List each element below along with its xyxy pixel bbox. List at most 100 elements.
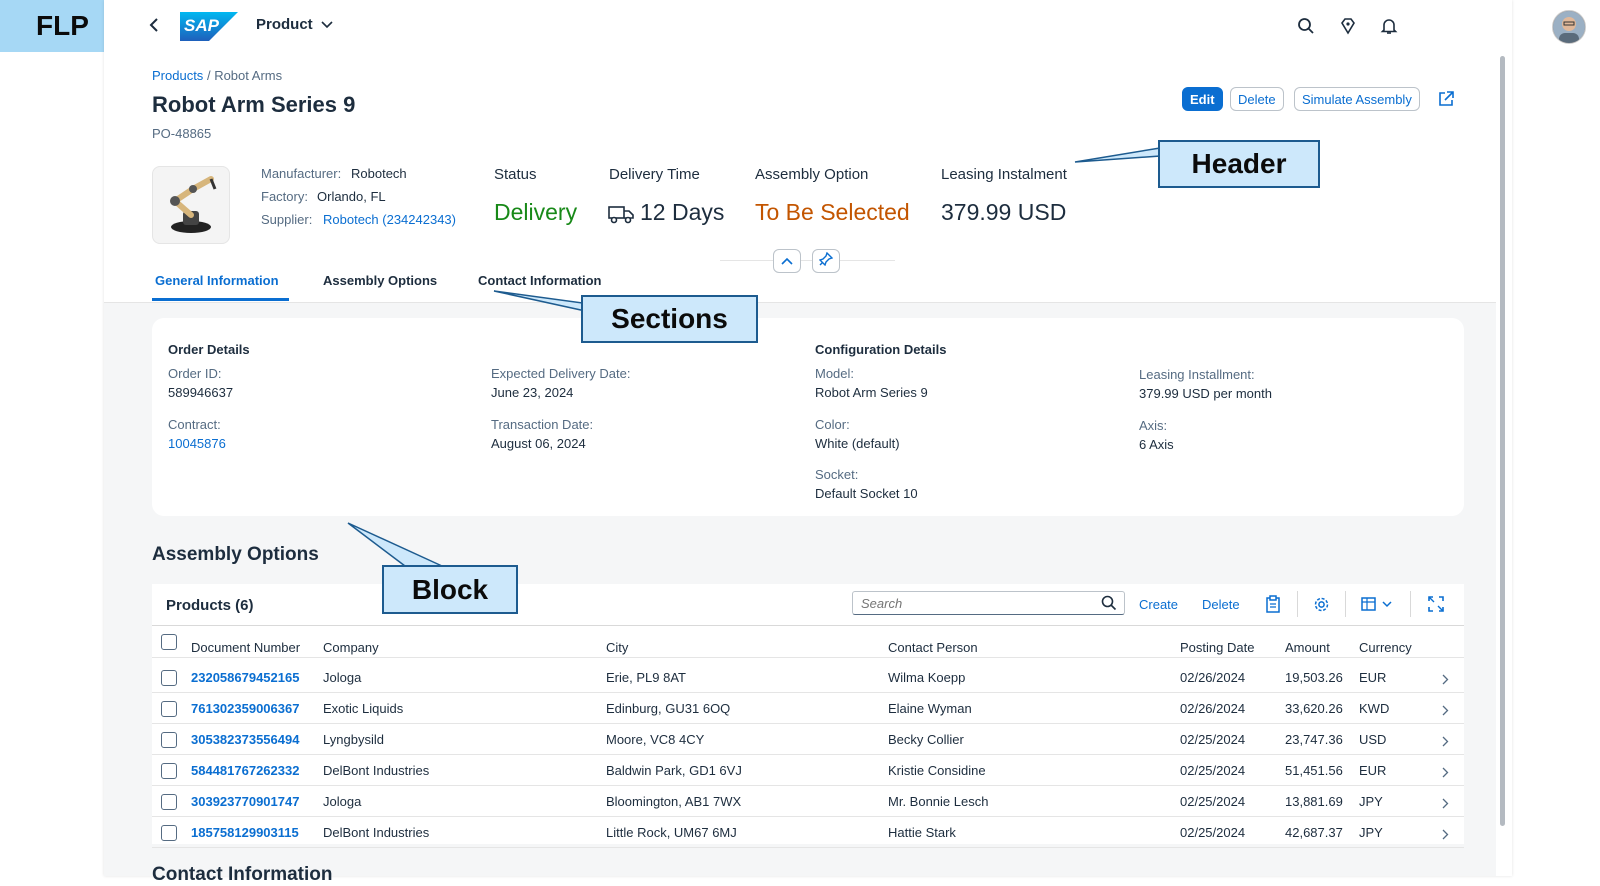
diamond-icon[interactable] <box>1336 14 1360 38</box>
socket-label: Socket: <box>815 467 859 482</box>
document-number-link[interactable]: 185758129903115 <box>191 825 299 840</box>
company-cell: DelBont Industries <box>323 825 430 840</box>
document-number-link[interactable]: 232058679452165 <box>191 670 300 685</box>
row-checkbox[interactable] <box>161 825 177 841</box>
row-divider <box>152 754 1464 755</box>
page-title: Robot Arm Series 9 <box>152 92 356 117</box>
column-header-document-number[interactable]: Document Number <box>191 640 301 655</box>
breadcrumb-separator: / <box>206 68 211 83</box>
amount-cell: 23,747.36 <box>1285 732 1343 747</box>
row-chevron-right-icon[interactable] <box>1442 796 1449 814</box>
row-chevron-right-icon[interactable] <box>1442 703 1449 721</box>
edit-button[interactable]: Edit <box>1182 87 1223 111</box>
shell-bar: SAP Product <box>104 0 1586 52</box>
search-input[interactable] <box>852 591 1125 615</box>
document-number-link[interactable]: 303923770901747 <box>191 794 300 809</box>
row-checkbox[interactable] <box>161 763 177 779</box>
share-icon[interactable] <box>1437 90 1455 113</box>
products-table-card <box>152 584 1464 844</box>
posting-date-cell: 02/25/2024 <box>1180 763 1246 778</box>
currency-cell: USD <box>1359 732 1387 747</box>
table-delete-button[interactable]: Delete <box>1202 597 1240 612</box>
order-id-value: 589946637 <box>168 385 234 400</box>
back-icon[interactable] <box>148 15 160 41</box>
amount-cell: 33,620.26 <box>1285 701 1343 716</box>
column-header-posting-date[interactable]: Posting Date <box>1180 640 1255 655</box>
assembly-option-value: To Be Selected <box>755 199 910 225</box>
sap-logo-text: SAP <box>184 16 219 35</box>
contract-link[interactable]: 10045876 <box>168 436 226 451</box>
city-cell: Edinburg, GU31 6OQ <box>606 701 731 716</box>
product-image <box>152 166 230 244</box>
breadcrumb-link-products[interactable]: Products <box>152 68 204 83</box>
company-cell: DelBont Industries <box>323 763 430 778</box>
posting-date-cell: 02/26/2024 <box>1180 701 1246 716</box>
general-information-card <box>152 318 1464 516</box>
currency-cell: KWD <box>1359 701 1390 716</box>
order-id-label: Order ID: <box>168 366 222 381</box>
column-header-city[interactable]: City <box>606 640 629 655</box>
breadcrumb: Products / Robot Arms <box>152 68 282 83</box>
clipboard-icon[interactable] <box>1265 595 1281 618</box>
app-title-menu[interactable]: Product <box>256 16 333 33</box>
truck-icon <box>608 204 634 229</box>
expected-delivery-value: June 23, 2024 <box>491 385 574 400</box>
tab-assembly-options[interactable]: Assembly Options <box>323 273 438 288</box>
city-cell: Baldwin Park, GD1 6VJ <box>606 763 742 778</box>
row-chevron-right-icon[interactable] <box>1442 672 1449 690</box>
search-icon[interactable] <box>1294 14 1318 38</box>
column-header-amount[interactable]: Amount <box>1285 640 1330 655</box>
contact-person-cell: Hattie Stark <box>888 825 956 840</box>
row-checkbox[interactable] <box>161 794 177 810</box>
city-cell: Little Rock, UM67 6MJ <box>606 825 737 840</box>
breadcrumb-current: Robot Arms <box>214 68 283 83</box>
transaction-date-label: Transaction Date: <box>491 417 594 432</box>
create-button[interactable]: Create <box>1139 597 1179 612</box>
block-callout: Block <box>382 565 518 614</box>
vertical-scrollbar[interactable] <box>1500 56 1505 826</box>
search-icon[interactable] <box>1101 595 1117 616</box>
bell-icon[interactable] <box>1377 14 1401 38</box>
column-header-contact-person[interactable]: Contact Person <box>888 640 978 655</box>
settings-gear-icon[interactable] <box>1313 596 1330 618</box>
city-cell: Moore, VC8 4CY <box>606 732 705 747</box>
axis-value: 6 Axis <box>1139 437 1174 452</box>
sap-logo[interactable]: SAP <box>180 12 238 41</box>
tab-general-information[interactable]: General Information <box>155 273 279 288</box>
sections-callout: Sections <box>581 295 758 343</box>
supplier-link[interactable]: Robotech (234242343) <box>323 212 456 227</box>
document-number-link[interactable]: 305382373556494 <box>191 732 300 747</box>
amount-cell: 19,503.26 <box>1285 670 1343 685</box>
currency-cell: EUR <box>1359 670 1387 685</box>
column-header-company[interactable]: Company <box>323 640 379 655</box>
company-cell: Jologa <box>323 670 362 685</box>
delete-button[interactable]: Delete <box>1230 87 1284 111</box>
simulate-assembly-button[interactable]: Simulate Assembly <box>1294 87 1420 111</box>
row-chevron-right-icon[interactable] <box>1442 734 1449 752</box>
toolbar-separator <box>1345 591 1346 617</box>
row-chevron-right-icon[interactable] <box>1442 827 1449 845</box>
row-checkbox[interactable] <box>161 732 177 748</box>
document-number-link[interactable]: 584481767262332 <box>191 763 300 778</box>
delivery-time-label: Delivery Time <box>609 166 700 183</box>
column-header-currency[interactable]: Currency <box>1359 640 1412 655</box>
row-divider <box>152 785 1464 786</box>
fullscreen-icon[interactable] <box>1428 596 1444 617</box>
row-chevron-right-icon[interactable] <box>1442 765 1449 783</box>
avatar[interactable] <box>1552 10 1586 44</box>
contact-person-cell: Kristie Considine <box>888 763 986 778</box>
document-number-link[interactable]: 761302359006367 <box>191 701 300 716</box>
contact-person-cell: Wilma Koepp <box>888 670 966 685</box>
row-checkbox[interactable] <box>161 701 177 717</box>
supplier-label: Supplier: <box>261 212 313 227</box>
amount-cell: 13,881.69 <box>1285 794 1343 809</box>
pin-header-button[interactable] <box>812 249 840 273</box>
export-icon[interactable] <box>1361 596 1395 617</box>
tab-contact-information[interactable]: Contact Information <box>478 273 602 288</box>
row-checkbox[interactable] <box>161 670 177 686</box>
toolbar-separator <box>1410 591 1411 617</box>
company-cell: Exotic Liquids <box>323 701 404 716</box>
collapse-header-button[interactable] <box>773 249 801 273</box>
assembly-options-section-title: Assembly Options <box>152 544 319 565</box>
select-all-checkbox[interactable] <box>161 634 177 650</box>
